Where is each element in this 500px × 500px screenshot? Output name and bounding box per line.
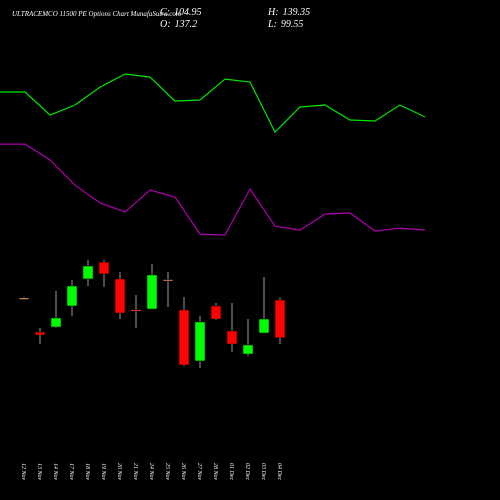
stat-value: 99.55	[281, 19, 304, 30]
stat-label: O:	[160, 19, 171, 30]
indicator-line	[0, 73, 426, 134]
candle-body	[162, 279, 174, 282]
stat: L: 99.55	[267, 19, 303, 30]
stat-value: 139.35	[283, 7, 311, 18]
stat-label: H:	[267, 7, 279, 18]
x-tick-label: 21 Nov	[132, 463, 138, 481]
x-tick-label: 18 Nov	[84, 463, 90, 481]
candle-body	[146, 274, 158, 310]
candle-body	[66, 285, 78, 307]
x-tick-label: 14 Nov	[52, 463, 59, 481]
candle-body	[242, 344, 254, 355]
x-tick-label: 02 Dec	[244, 463, 250, 480]
stat-value: 104.95	[174, 7, 202, 18]
candle-body	[114, 278, 126, 314]
x-tick-label: 24 Nov	[148, 463, 155, 481]
candle-body	[98, 261, 110, 275]
stat: H: 139.35	[267, 7, 310, 18]
candle-body	[226, 330, 238, 345]
stat-label: L:	[267, 19, 277, 30]
stat-value: 137.2	[175, 19, 198, 30]
candle-body	[194, 321, 206, 362]
candle-body	[274, 299, 286, 339]
stat-label: C:	[160, 7, 170, 18]
candle-body	[34, 331, 46, 336]
candle-body	[178, 309, 190, 366]
indicator-line	[0, 143, 426, 236]
stat: C: 104.95	[160, 7, 202, 18]
x-tick-label: 17 Nov	[68, 463, 74, 481]
x-tick-label: 27 Nov	[196, 463, 202, 481]
x-tick-label: 03 Dec	[260, 463, 266, 480]
x-tick-label: 25 Nov	[164, 463, 170, 481]
x-tick-label: 26 Nov	[180, 463, 186, 481]
candle-body	[82, 265, 94, 280]
candle-body	[130, 309, 142, 312]
candle-body	[258, 318, 270, 334]
candle-body	[18, 297, 30, 300]
stat: O: 137.2	[160, 19, 197, 30]
x-tick-label: 28 Nov	[212, 463, 218, 481]
x-tick-label: 04 Dec	[276, 463, 283, 480]
x-tick-label: 13 Nov	[36, 463, 42, 481]
candle-body	[50, 317, 62, 328]
x-tick-label: 20 Nov	[116, 463, 122, 481]
x-tick-label: 19 Nov	[100, 463, 106, 481]
candle-body	[210, 305, 222, 320]
x-tick-label: 12 Nov	[20, 463, 26, 481]
x-tick-label: 01 Dec	[228, 463, 234, 480]
chart-title: ULTRACEMCO 11500 PE Options Chart Munafa…	[12, 10, 181, 18]
